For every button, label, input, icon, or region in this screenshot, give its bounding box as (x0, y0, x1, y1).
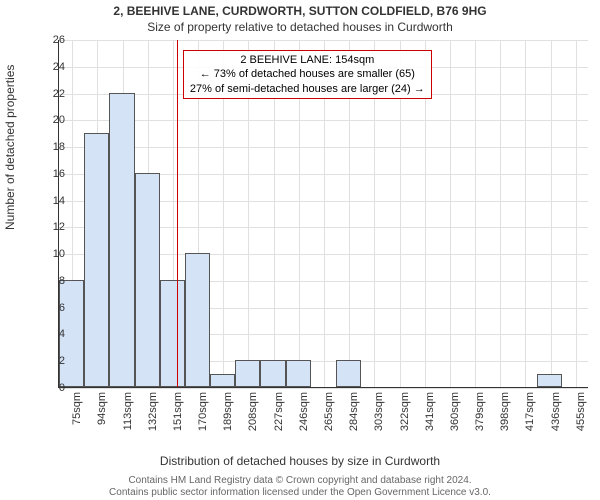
x-tick-label: 151sqm (172, 392, 184, 432)
histogram-bar (109, 93, 134, 387)
histogram-bar (160, 280, 185, 387)
gridline-v (475, 40, 476, 387)
gridline-v (551, 40, 552, 387)
x-tick-label: 284sqm (348, 392, 360, 432)
x-tick-label: 189sqm (222, 392, 234, 432)
histogram-bar (135, 173, 160, 387)
histogram-bar (537, 374, 562, 387)
x-tick-label: 94sqm (96, 392, 108, 432)
y-tick-label: 14 (53, 195, 65, 207)
histogram-bar (260, 360, 285, 387)
y-tick-label: 6 (59, 302, 65, 314)
annotation-line3: 27% of semi-detached houses are larger (… (190, 82, 425, 96)
y-tick-label: 2 (59, 355, 65, 367)
y-tick-label: 12 (53, 221, 65, 233)
histogram-bar (210, 374, 235, 387)
histogram-bar (84, 133, 109, 387)
x-tick-label: 398sqm (499, 392, 511, 432)
x-tick-label: 265sqm (323, 392, 335, 432)
histogram-bar (185, 253, 210, 387)
chart-subtitle: Size of property relative to detached ho… (0, 20, 600, 34)
x-tick-label: 360sqm (449, 392, 461, 432)
x-tick-label: 455sqm (575, 392, 587, 432)
x-tick-label: 341sqm (424, 392, 436, 432)
x-tick-label: 379sqm (474, 392, 486, 432)
x-tick-label: 170sqm (197, 392, 209, 432)
x-tick-label: 246sqm (298, 392, 310, 432)
x-tick-label: 113sqm (122, 392, 134, 432)
x-tick-label: 208sqm (247, 392, 259, 432)
annotation-box: 2 BEEHIVE LANE: 154sqm← 73% of detached … (183, 50, 432, 99)
y-tick-label: 18 (53, 141, 65, 153)
footer-copyright: Contains HM Land Registry data © Crown c… (0, 475, 600, 486)
chart-title: 2, BEEHIVE LANE, CURDWORTH, SUTTON COLDF… (0, 4, 600, 18)
y-tick-label: 10 (53, 248, 65, 260)
x-tick-label: 417sqm (524, 392, 536, 432)
annotation-line1: 2 BEEHIVE LANE: 154sqm (190, 53, 425, 67)
gridline-v (500, 40, 501, 387)
histogram-bar (286, 360, 311, 387)
x-tick-label: 303sqm (373, 392, 385, 432)
y-axis-label: Number of detached properties (3, 65, 17, 230)
footer-licence: Contains public sector information licen… (0, 487, 600, 498)
y-tick-label: 22 (53, 88, 65, 100)
x-tick-label: 322sqm (399, 392, 411, 432)
y-tick-label: 0 (59, 382, 65, 394)
x-tick-label: 227sqm (273, 392, 285, 432)
gridline-h (59, 388, 588, 389)
gridline-v (576, 40, 577, 387)
histogram-bar (235, 360, 260, 387)
plot-area: 2 BEEHIVE LANE: 154sqm← 73% of detached … (58, 40, 588, 388)
x-tick-label: 436sqm (550, 392, 562, 432)
y-tick-label: 16 (53, 168, 65, 180)
y-tick-label: 4 (59, 328, 65, 340)
y-tick-label: 20 (53, 114, 65, 126)
histogram-bar (336, 360, 361, 387)
property-marker-line (177, 40, 178, 387)
y-tick-label: 24 (53, 61, 65, 73)
annotation-line2: ← 73% of detached houses are smaller (65… (190, 67, 425, 81)
x-tick-label: 75sqm (71, 392, 83, 432)
x-axis-label: Distribution of detached houses by size … (0, 454, 600, 468)
gridline-v (450, 40, 451, 387)
x-tick-label: 132sqm (147, 392, 159, 432)
y-tick-label: 8 (59, 275, 65, 287)
gridline-v (525, 40, 526, 387)
y-tick-label: 26 (53, 34, 65, 46)
